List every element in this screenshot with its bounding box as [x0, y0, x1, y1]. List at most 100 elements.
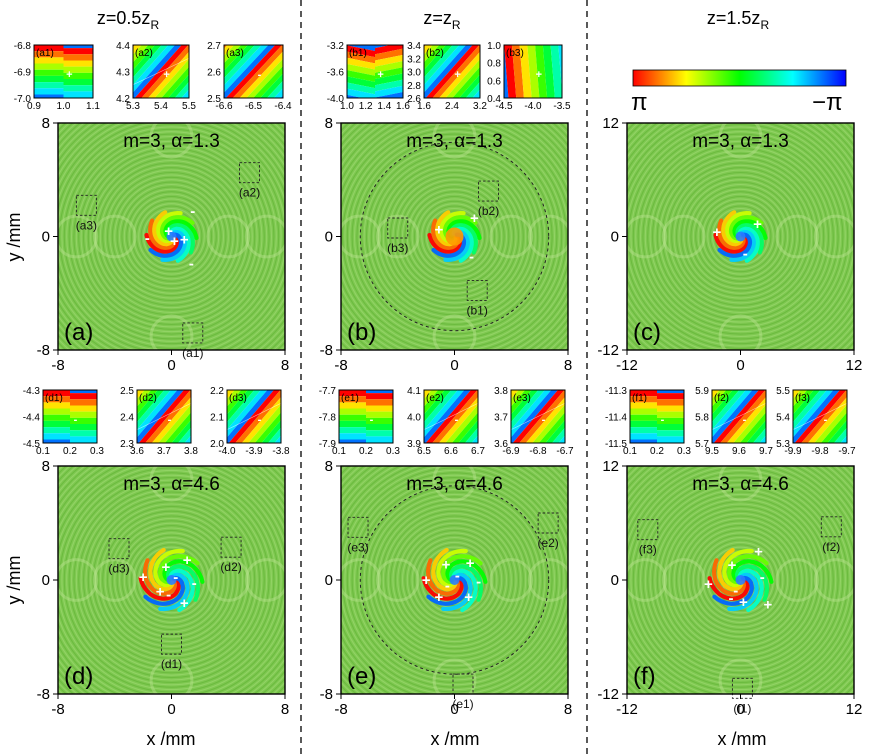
fringe-ring: [656, 152, 825, 321]
phase-band: [712, 390, 720, 399]
fringe-ring: [632, 472, 849, 688]
fringe-ring: [392, 174, 517, 299]
phase-band: [267, 427, 281, 443]
vortex-arm: [441, 554, 483, 585]
phase-band: [34, 69, 64, 76]
zoom-box: [731, 677, 753, 699]
phase-band: [820, 412, 847, 443]
phase-band: [424, 390, 458, 430]
phase-band: [733, 404, 766, 443]
fringe-ring: [111, 520, 232, 640]
phase-band: [657, 430, 684, 437]
phase-band: [366, 393, 393, 400]
vortex-arm: [734, 564, 770, 602]
inset-frame: [423, 44, 481, 99]
inset-label: (e2): [426, 393, 444, 404]
phase-band: [840, 435, 847, 443]
charge-marker: +: [753, 216, 762, 233]
phase-band: [224, 45, 228, 49]
inset-label: (f2): [714, 393, 729, 404]
fringe-ring: [413, 539, 496, 621]
phase-band: [227, 390, 268, 438]
fringe-ring: [632, 128, 849, 345]
inset-a2: + (a2) 5.3 5.4 5.5 4.4 4.3 4.2: [116, 41, 196, 112]
fringe-ring: [106, 515, 237, 645]
phase-band: [137, 390, 165, 422]
side-lobe: [432, 314, 477, 350]
inset-y-tick-label: 3.9: [407, 439, 421, 450]
fringe-ring: [68, 133, 275, 340]
phase-band: [375, 30, 405, 42]
inset-y-tick-label: -11.5: [605, 439, 627, 450]
inset-e1: -(e1) 0.1 0.2 0.3 -7.7 -7.8 -7.9: [319, 386, 401, 464]
fringe-ring: [704, 200, 777, 273]
inset-heatmap: [511, 390, 565, 443]
zoom-box: [387, 217, 409, 239]
y-tick-label: 0: [611, 572, 619, 589]
fringe-ring: [659, 155, 822, 318]
phase-band: [337, 458, 366, 464]
fringe-ring: [680, 520, 801, 640]
side-lobe: [341, 214, 382, 259]
inset-frame: [223, 44, 284, 99]
side-lobe: [206, 558, 251, 602]
fringe-ring: [423, 205, 486, 268]
phase-band: [424, 390, 439, 407]
charge-marker: +: [442, 556, 451, 573]
inset-y-tick-label: 5.9: [695, 386, 709, 397]
charge-marker: +: [170, 233, 179, 250]
zoom-box: [108, 538, 130, 560]
fringe-ring: [370, 496, 539, 664]
inset-x-tick-label: 0.3: [90, 446, 104, 457]
inset-label: (d1): [45, 393, 63, 404]
inset-x-tick-label: 0.2: [650, 446, 664, 457]
panel-annotation: m=3, α=1.3: [692, 131, 789, 152]
phase-band: [70, 405, 97, 412]
phase-band: [345, 8, 375, 20]
inset-frame: [711, 389, 767, 444]
fringe-ring: [397, 522, 512, 638]
fringe-ring: [361, 486, 548, 674]
inset-y-tick-label: -7.8: [319, 413, 337, 424]
phase-band: [225, 45, 283, 98]
fringe-ring: [361, 143, 548, 330]
phase-band: [274, 435, 281, 443]
fringe-ring: [126, 534, 217, 626]
phase-band: [347, 45, 375, 58]
vortex-hub: [166, 231, 177, 242]
fringe-ring: [413, 195, 496, 278]
charge-marker: +: [139, 569, 148, 586]
phase-band: [248, 404, 281, 443]
phase-band: [630, 420, 657, 428]
inset-label: (b3): [506, 48, 524, 59]
phase-band: [511, 390, 552, 438]
phase-band: [793, 390, 834, 438]
vortex-arm: [165, 564, 201, 602]
phase-band: [628, 384, 657, 390]
panel-f: ++++ +---(f1)(f2)(f3)m=3, α=4.6(f)-12 0 121…: [597, 458, 862, 718]
fringe-ring: [87, 496, 256, 664]
fringe-ring: [126, 191, 217, 282]
inset-frame: [33, 44, 94, 99]
inset-x-tick-label: 3.8: [184, 446, 198, 457]
inset-y-tick-label: 5.7: [695, 439, 709, 450]
y-tick-label: 0: [325, 572, 333, 589]
phase-band: [345, 2, 375, 14]
fringe-ring: [75, 140, 268, 333]
phase-band: [227, 390, 242, 407]
phase-band: [793, 390, 840, 443]
phase-band: [34, 45, 64, 52]
phase-band: [366, 399, 393, 406]
phase-band: [64, 116, 96, 122]
vortex-arm: [160, 229, 187, 263]
phase-band: [424, 390, 452, 422]
phase-band: [174, 81, 189, 98]
x-tick-label: -8: [334, 701, 347, 718]
zoom-box: [347, 516, 369, 538]
side-lobe: [527, 214, 568, 259]
fringe-ring: [344, 469, 565, 691]
charge-marker: -: [145, 230, 150, 247]
panel-annotation: m=3, α=4.6: [123, 474, 220, 495]
phase-band: [545, 420, 565, 443]
fringe-ring: [133, 541, 210, 619]
